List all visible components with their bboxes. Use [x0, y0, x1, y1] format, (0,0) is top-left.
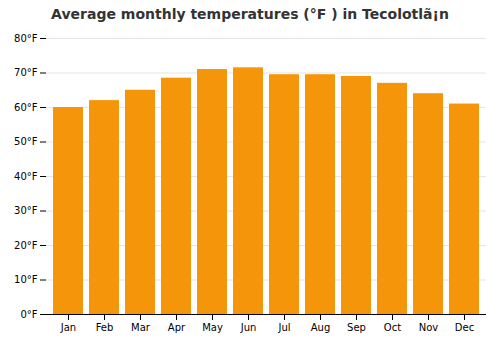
svg-text:70°F: 70°F [14, 67, 38, 78]
html-text:Average monthly temperatures (: Average monthly temperatures (°F ) in Te… [51, 6, 449, 22]
svg-text:May: May [202, 322, 223, 333]
svg-text:Jun: Jun [240, 322, 257, 333]
svg-text:80°F: 80°F [14, 33, 38, 44]
svg-text:Mar: Mar [131, 322, 151, 333]
svg-text:Aug: Aug [311, 322, 331, 333]
svg-text:50°F: 50°F [14, 136, 38, 147]
svg-text:Oct: Oct [384, 322, 401, 333]
svg-text:30°F: 30°F [14, 205, 38, 216]
svg-text:10°F: 10°F [14, 274, 38, 285]
svg-text:Jan: Jan [60, 322, 76, 333]
svg-text:40°F: 40°F [14, 171, 38, 182]
svg-text:Dec: Dec [455, 322, 474, 333]
svg-text:Nov: Nov [419, 322, 439, 333]
svg-text:60°F: 60°F [14, 102, 38, 113]
svg-text:Feb: Feb [96, 322, 114, 333]
svg-text:Sep: Sep [347, 322, 366, 333]
svg-text:Apr: Apr [168, 322, 186, 333]
svg-text:Jul: Jul [277, 322, 290, 333]
svg-text:0°F: 0°F [20, 309, 37, 320]
svg-text:20°F: 20°F [14, 240, 38, 251]
